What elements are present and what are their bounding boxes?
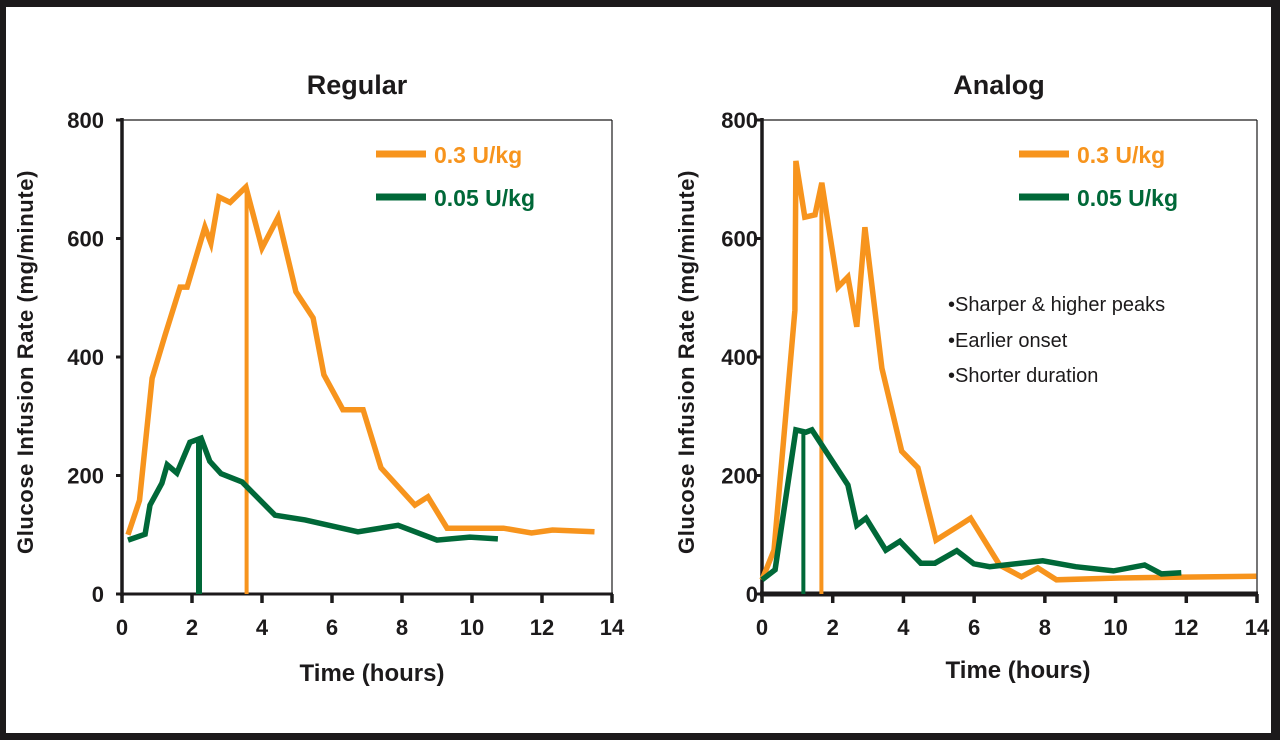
legend-label-low-dose: 0.05 U/kg xyxy=(1077,185,1178,211)
y-tick-label: 0 xyxy=(92,582,104,607)
y-tick-label: 0 xyxy=(746,582,758,607)
legend-label-high-dose: 0.3 U/kg xyxy=(434,142,522,168)
chart-regular: Regular Glucose Infusion Rate (mg/minute… xyxy=(13,70,625,687)
legend-label-high-dose: 0.3 U/kg xyxy=(1077,142,1165,168)
x-axis-label: Time (hours) xyxy=(300,660,445,687)
x-tick-label: 4 xyxy=(256,615,269,640)
annotation-note: •Shorter duration xyxy=(948,365,1098,387)
legend-label-low-dose: 0.05 U/kg xyxy=(434,185,535,211)
series-line-high-dose xyxy=(759,160,1257,583)
legend: 0.3 U/kg 0.05 U/kg xyxy=(376,142,535,211)
y-tick-label: 600 xyxy=(721,227,758,252)
series-line-low-dose xyxy=(127,434,499,543)
y-tick-label: 400 xyxy=(721,345,758,370)
x-tick-label: 12 xyxy=(530,615,554,640)
x-tick-label: 2 xyxy=(827,615,839,640)
x-tick-label: 6 xyxy=(326,615,338,640)
series-line-high-dose xyxy=(125,181,595,536)
y-tick-label: 600 xyxy=(67,227,104,252)
x-axis-label: Time (hours) xyxy=(946,657,1091,684)
chart-title: Regular xyxy=(307,70,408,100)
chart-analog: Analog Glucose Infusion Rate (mg/minute)… xyxy=(674,70,1270,684)
x-tick-label: 0 xyxy=(116,615,128,640)
legend: 0.3 U/kg 0.05 U/kg xyxy=(1019,142,1178,211)
chart-title: Analog xyxy=(953,70,1045,100)
y-tick-label: 800 xyxy=(67,108,104,133)
y-axis-label: Glucose Infusion Rate (mg/minute) xyxy=(13,170,38,554)
figure-svg: Regular Glucose Infusion Rate (mg/minute… xyxy=(13,70,1270,687)
x-tick-label: 4 xyxy=(897,615,910,640)
x-tick-label: 2 xyxy=(186,615,198,640)
x-tick-label: 10 xyxy=(1103,615,1127,640)
y-tick-label: 800 xyxy=(721,108,758,133)
x-tick-label: 14 xyxy=(1245,615,1270,640)
y-tick-label: 400 xyxy=(67,345,104,370)
annotation-note: •Sharper & higher peaks xyxy=(948,294,1165,316)
y-tick-label: 200 xyxy=(721,464,758,489)
x-tick-label: 8 xyxy=(396,615,408,640)
x-tick-label: 0 xyxy=(756,615,768,640)
x-tick-label: 12 xyxy=(1174,615,1198,640)
figure-canvas: Regular Glucose Infusion Rate (mg/minute… xyxy=(6,7,1271,733)
y-axis-label: Glucose Infusion Rate (mg/minute) xyxy=(674,170,699,554)
x-tick-label: 6 xyxy=(968,615,980,640)
x-tick-label: 10 xyxy=(460,615,484,640)
series-line-low-dose xyxy=(760,426,1182,582)
x-tick-label: 8 xyxy=(1039,615,1051,640)
annotation-note: •Earlier onset xyxy=(948,330,1068,352)
x-tick-label: 14 xyxy=(600,615,625,640)
y-tick-label: 200 xyxy=(67,464,104,489)
annotation-notes: •Sharper & higher peaks •Earlier onset •… xyxy=(948,294,1165,387)
